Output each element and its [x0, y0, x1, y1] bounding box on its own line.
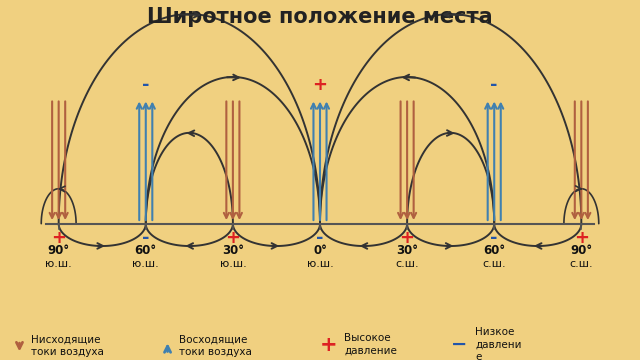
Text: -: -: [490, 76, 498, 94]
Text: ю.ш.: ю.ш.: [132, 259, 159, 269]
Text: 30°: 30°: [396, 244, 418, 257]
Text: +: +: [399, 229, 415, 247]
Text: 30°: 30°: [222, 244, 244, 257]
Text: с.ш.: с.ш.: [396, 259, 419, 269]
Text: 60°: 60°: [483, 244, 506, 257]
Text: Широтное положение места: Широтное положение места: [147, 7, 493, 27]
Text: +: +: [574, 229, 589, 247]
Text: ю.ш.: ю.ш.: [307, 259, 333, 269]
Text: 0°: 0°: [313, 244, 327, 257]
Text: с.ш.: с.ш.: [570, 259, 593, 269]
Text: Высокое
давление: Высокое давление: [344, 333, 397, 356]
Text: ю.ш.: ю.ш.: [45, 259, 72, 269]
Text: -: -: [316, 229, 324, 247]
Text: +: +: [51, 229, 66, 247]
Text: +: +: [320, 334, 337, 355]
Text: -: -: [490, 229, 498, 247]
Text: +: +: [225, 229, 241, 247]
Text: 90°: 90°: [570, 244, 593, 257]
Text: −: −: [451, 335, 468, 354]
Text: 60°: 60°: [134, 244, 157, 257]
Text: Низкое
давлени
е: Низкое давлени е: [475, 327, 522, 360]
Text: -: -: [142, 229, 150, 247]
Text: ю.ш.: ю.ш.: [220, 259, 246, 269]
Text: -: -: [142, 76, 150, 94]
Text: Восходящие
токи воздуха: Восходящие токи воздуха: [179, 335, 252, 357]
Text: +: +: [312, 76, 328, 94]
Text: 90°: 90°: [47, 244, 70, 257]
Text: Нисходящие
токи воздуха: Нисходящие токи воздуха: [31, 335, 104, 357]
Text: с.ш.: с.ш.: [483, 259, 506, 269]
